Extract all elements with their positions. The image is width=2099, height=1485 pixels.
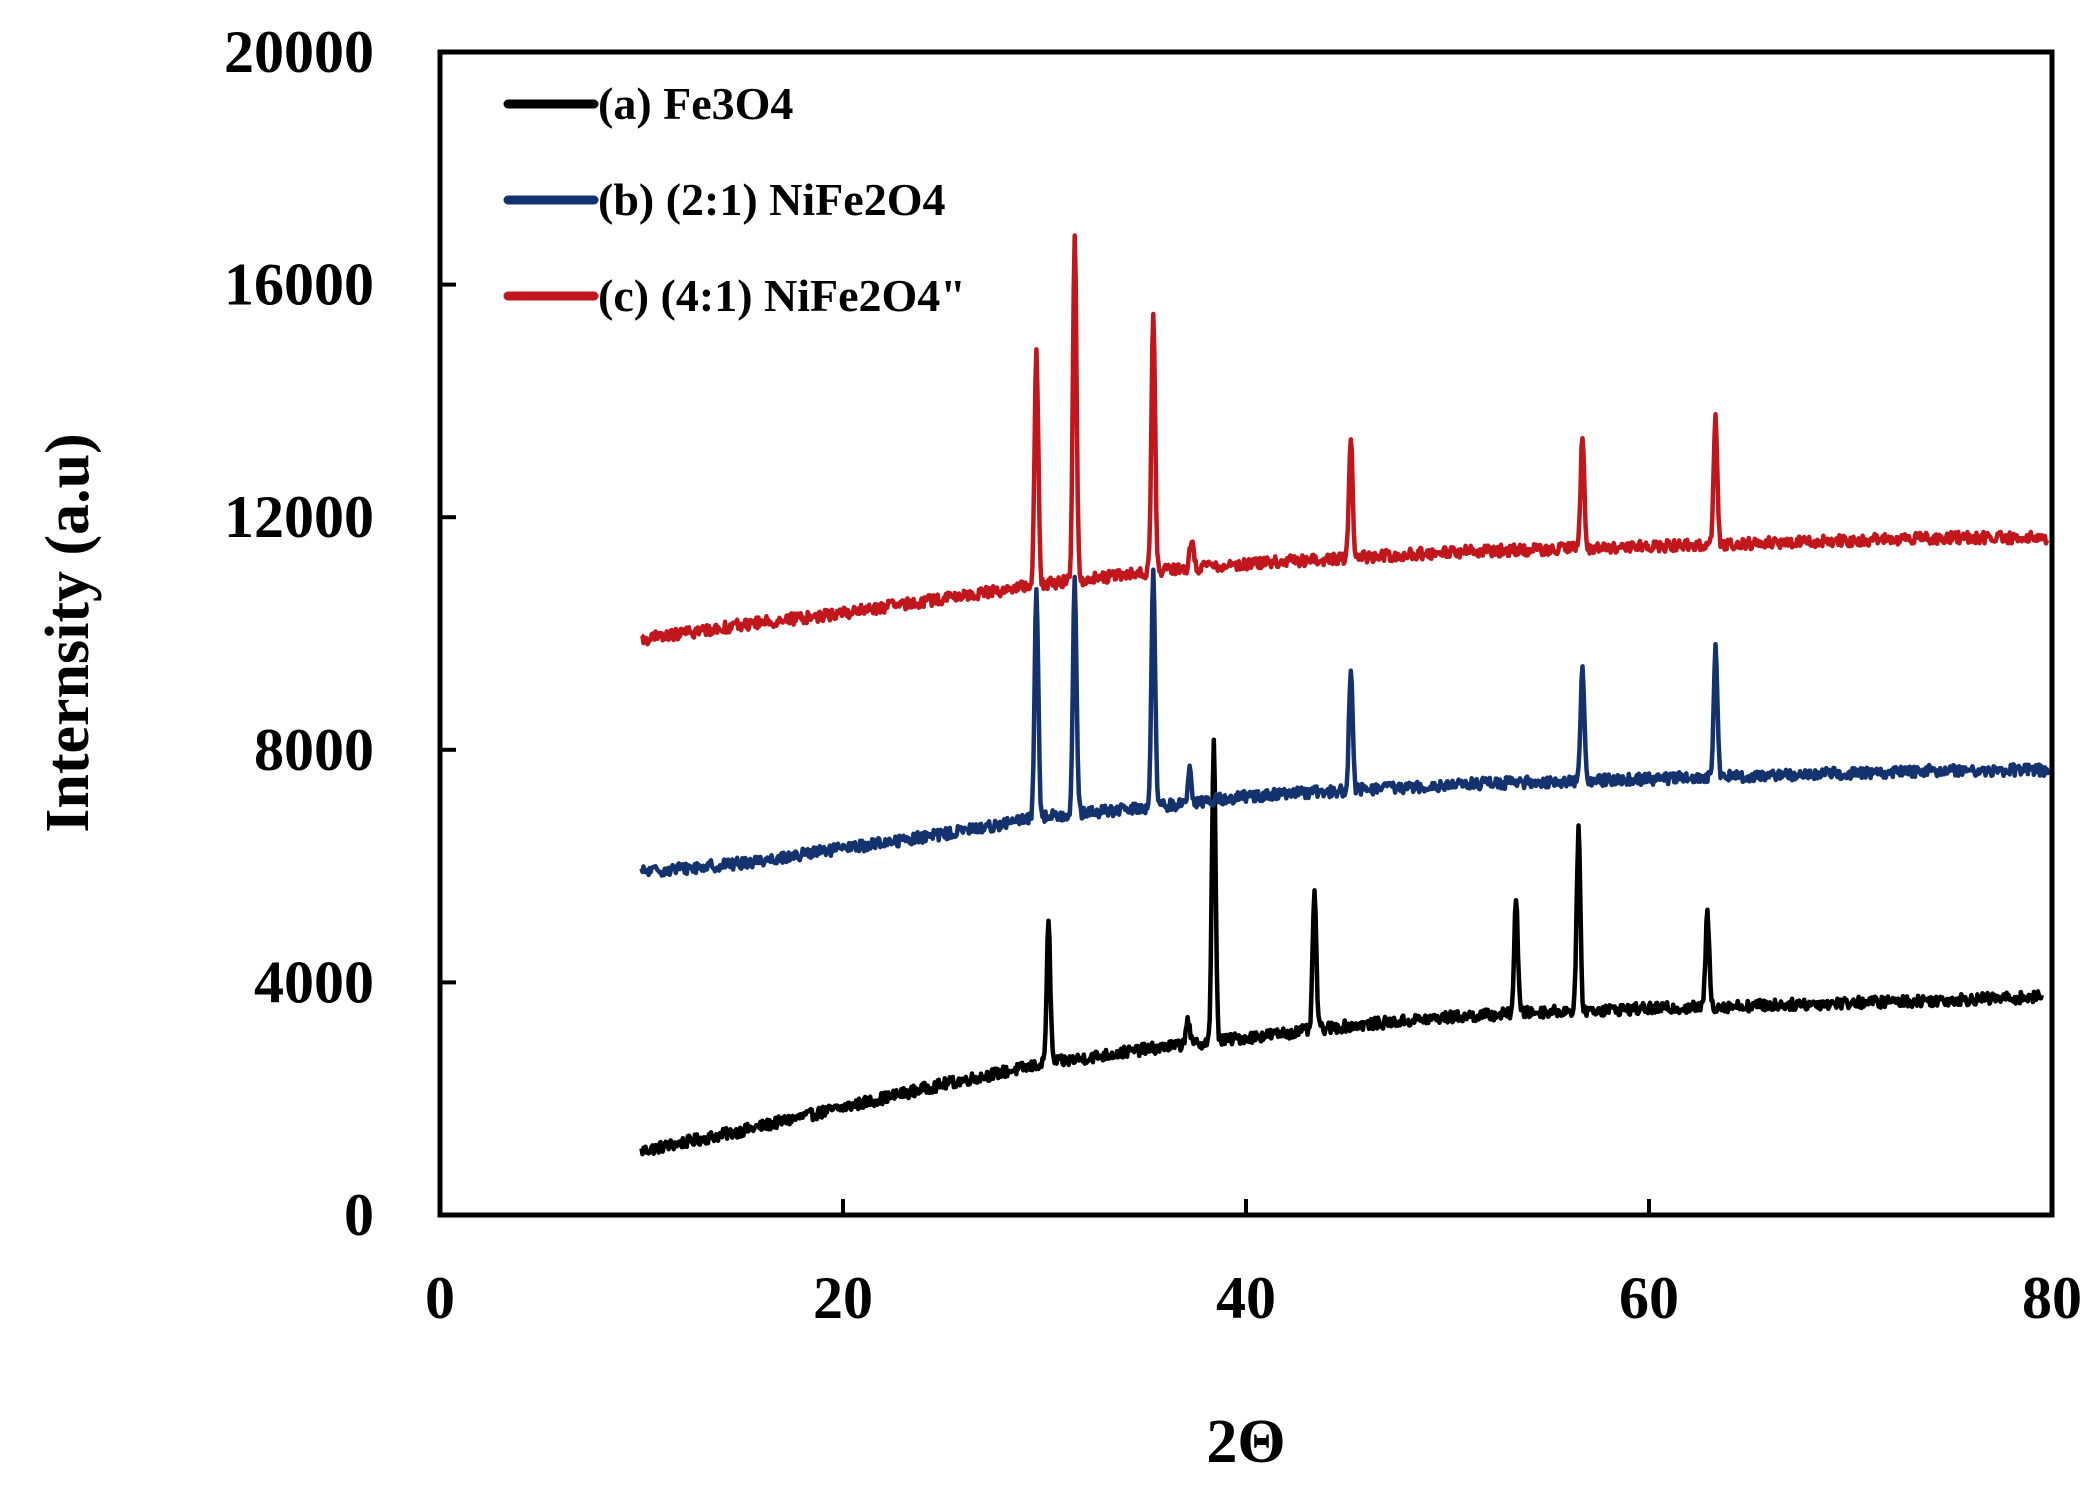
ticks-layer [440,282,1651,1215]
x-axis-title: 2Θ [1206,1408,1285,1476]
y-tick-label-0: 0 [344,1182,374,1248]
y-tick-label-4000: 4000 [254,949,374,1015]
x-tick-label-80: 80 [2022,1265,2082,1331]
legend-label-2: (b) (2:1) NiFe2O4 [598,174,945,225]
series-line-2 [639,567,2051,878]
y-tick-label-8000: 8000 [254,717,374,783]
legend: (a) Fe3O4 (b) (2:1) NiFe2O4 (c) (4:1) NiFe… [503,78,966,321]
y-tick-label-20000: 20000 [224,19,374,85]
x-tick-label-60: 60 [1619,1265,1679,1331]
series-line-3 [640,233,2050,647]
legend-label-1: (a) Fe3O4 [598,78,793,129]
tick-labels-layer: 0 20 40 60 80 0 4000 8000 12000 16000 20000 [224,19,2082,1331]
y-axis-title: Internsity (a.u) [34,433,102,833]
x-tick-label-0: 0 [425,1265,455,1331]
series-layer [639,233,2051,1157]
series-line-1 [639,737,2045,1157]
y-tick-label-16000: 16000 [224,252,374,318]
x-tick-label-40: 40 [1216,1265,1276,1331]
legend-label-3: (c) (4:1) NiFe2O4" [598,270,966,321]
y-tick-label-12000: 12000 [224,484,374,550]
x-tick-label-20: 20 [813,1265,873,1331]
